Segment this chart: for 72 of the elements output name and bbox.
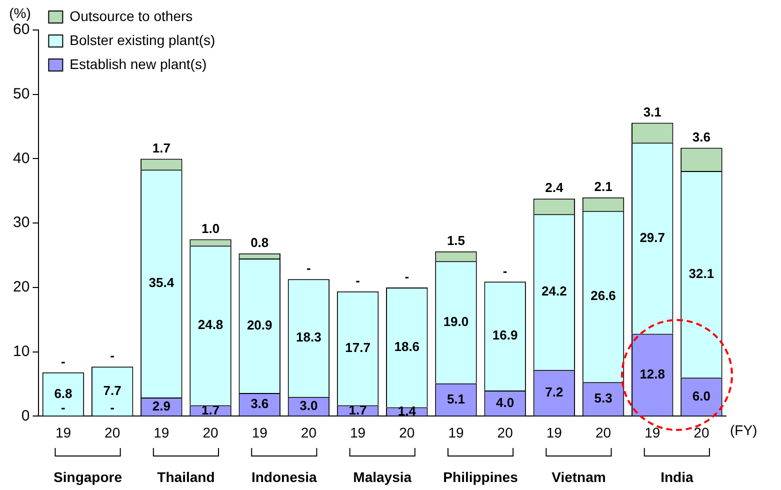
y-tick-label: 60 xyxy=(12,21,30,38)
y-tick-label: 30 xyxy=(12,214,30,232)
x-tick-label: 19 xyxy=(350,424,366,440)
x-tick-label: 20 xyxy=(399,424,415,440)
x-tick-label: 20 xyxy=(595,424,612,440)
data-label: - xyxy=(306,260,311,276)
y-tick-label: 40 xyxy=(12,150,30,167)
data-label: 24.8 xyxy=(198,317,224,332)
x-tick-label: 20 xyxy=(202,424,219,440)
data-label: 1.7 xyxy=(152,140,170,156)
data-label: 2.1 xyxy=(594,178,612,194)
text: Philippines xyxy=(443,468,518,485)
x-tick-label: 19 xyxy=(252,424,268,440)
data-label: 5.3 xyxy=(594,390,612,406)
text: Vietnam xyxy=(552,468,606,485)
x-tick-label: 19 xyxy=(546,424,562,440)
data-label: 16.9 xyxy=(492,328,518,343)
legend-label: Outsource to others xyxy=(70,8,193,24)
x-tick-label: 20 xyxy=(300,424,317,440)
data-label: 4.0 xyxy=(496,394,514,410)
data-label: 1.5 xyxy=(446,233,466,248)
data-label: 17.7 xyxy=(345,340,370,355)
data-label: 6.0 xyxy=(692,388,710,404)
data-label: 3.1 xyxy=(643,104,662,120)
data-label: 7.2 xyxy=(545,384,564,400)
x-tick-label: 20 xyxy=(104,424,120,440)
legend-label: Establish new plant(s) xyxy=(70,56,207,72)
data-label: - xyxy=(61,400,66,415)
data-label: 2.9 xyxy=(152,398,170,414)
data-label: - xyxy=(404,269,410,284)
x-tick-label: 19 xyxy=(154,424,170,440)
data-label: 26.6 xyxy=(590,288,616,304)
x-axis-title: (FY) xyxy=(730,422,758,438)
text: India xyxy=(660,468,694,485)
x-tick-label: 20 xyxy=(694,424,710,440)
x-tick-label: 20 xyxy=(497,424,514,440)
data-label: 24.2 xyxy=(542,284,567,299)
y-axis-title: (%) xyxy=(9,4,31,21)
text: Thailand xyxy=(157,468,215,485)
y-tick-label: 20 xyxy=(12,278,30,296)
y-tick-label: 50 xyxy=(12,86,30,103)
x-tick-label: 19 xyxy=(644,424,660,440)
data-label: - xyxy=(356,272,360,288)
data-label: - xyxy=(110,400,114,415)
x-tick-label: 19 xyxy=(448,424,464,440)
data-label: 12.8 xyxy=(640,366,666,382)
data-label: 3.6 xyxy=(250,396,269,412)
text: Indonesia xyxy=(251,468,318,485)
data-label: 3.6 xyxy=(692,129,710,144)
y-tick-label: 0 xyxy=(21,407,30,424)
data-label: - xyxy=(502,263,508,278)
data-label: 35.4 xyxy=(148,275,175,290)
data-label: 1.0 xyxy=(201,220,220,236)
text: Singapore xyxy=(54,468,122,485)
data-label: 6.8 xyxy=(54,386,72,401)
data-label: - xyxy=(110,348,114,364)
data-label: 3.0 xyxy=(300,398,318,414)
data-label: 0.8 xyxy=(250,234,269,250)
data-label: 18.6 xyxy=(394,338,420,354)
y-tick-label: 10 xyxy=(12,342,30,360)
data-label: - xyxy=(61,354,66,370)
data-label: 18.3 xyxy=(296,330,322,345)
data-label: 19.0 xyxy=(443,314,469,329)
x-tick-label: 19 xyxy=(55,424,72,440)
data-label: 20.9 xyxy=(246,317,272,332)
data-label: 32.1 xyxy=(688,266,714,281)
data-label: 2.4 xyxy=(545,180,564,196)
legend-label: Bolster existing plant(s) xyxy=(70,32,216,48)
data-label: 29.7 xyxy=(640,230,666,245)
data-label: 5.1 xyxy=(446,391,466,406)
text: Malaysia xyxy=(353,468,412,485)
data-label: 7.7 xyxy=(103,382,122,398)
